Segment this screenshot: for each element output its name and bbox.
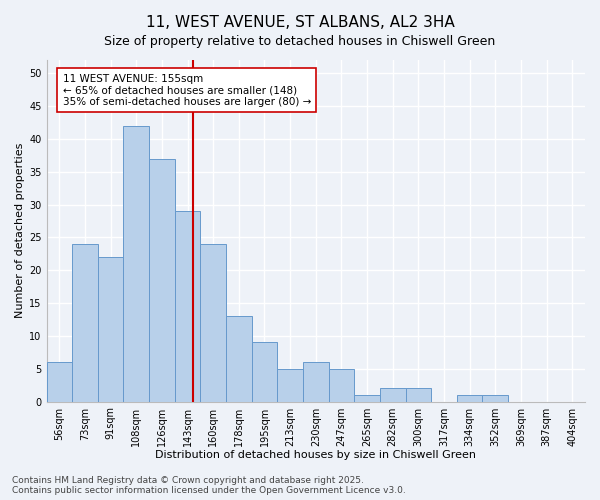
Bar	[406, 388, 431, 402]
Bar	[354, 395, 380, 402]
Bar	[200, 244, 226, 402]
Bar	[124, 126, 149, 402]
Bar	[482, 395, 508, 402]
Bar	[47, 362, 72, 402]
Bar	[329, 369, 354, 402]
Bar	[303, 362, 329, 402]
Bar	[380, 388, 406, 402]
Bar	[72, 244, 98, 402]
Bar	[251, 342, 277, 402]
Bar	[175, 211, 200, 402]
Bar	[98, 257, 124, 402]
Bar	[277, 369, 303, 402]
Bar	[226, 316, 251, 402]
Text: 11 WEST AVENUE: 155sqm
← 65% of detached houses are smaller (148)
35% of semi-de: 11 WEST AVENUE: 155sqm ← 65% of detached…	[62, 74, 311, 107]
Bar	[149, 158, 175, 402]
X-axis label: Distribution of detached houses by size in Chiswell Green: Distribution of detached houses by size …	[155, 450, 476, 460]
Text: 11, WEST AVENUE, ST ALBANS, AL2 3HA: 11, WEST AVENUE, ST ALBANS, AL2 3HA	[146, 15, 454, 30]
Bar	[457, 395, 482, 402]
Text: Contains HM Land Registry data © Crown copyright and database right 2025.
Contai: Contains HM Land Registry data © Crown c…	[12, 476, 406, 495]
Y-axis label: Number of detached properties: Number of detached properties	[15, 143, 25, 318]
Text: Size of property relative to detached houses in Chiswell Green: Size of property relative to detached ho…	[104, 35, 496, 48]
